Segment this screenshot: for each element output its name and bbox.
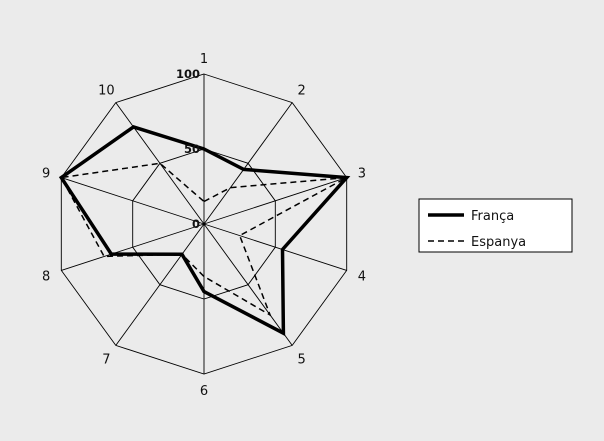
radial-tick-label-0: 0	[192, 217, 200, 231]
category-label-5: 5	[297, 352, 305, 367]
grid-spoke-7	[115, 223, 205, 346]
legend: França Espanya	[418, 198, 573, 253]
category-label-2: 2	[297, 84, 305, 99]
radial-tick-label-100: 100	[176, 67, 200, 81]
grid-spoke-4	[203, 223, 347, 271]
grid-spoke-9	[61, 177, 205, 225]
radial-tick-label-50: 50	[184, 142, 200, 156]
category-label-4: 4	[358, 269, 366, 284]
legend-box	[418, 198, 573, 253]
category-label-10: 10	[98, 84, 115, 99]
grid-spoke-8	[61, 223, 205, 271]
series-line-francia	[58, 124, 351, 337]
legend-label-espanya: Espanya	[471, 235, 526, 250]
grid-spoke-3	[203, 177, 347, 225]
legend-label-francia: França	[471, 209, 514, 224]
grid-spoke-5	[203, 223, 293, 346]
category-label-7: 7	[102, 352, 110, 367]
grid-spoke-10	[115, 102, 205, 225]
category-label-9: 9	[42, 167, 50, 182]
category-label-3: 3	[358, 167, 366, 182]
category-label-6: 6	[200, 384, 208, 399]
grid-spoke-2	[203, 102, 293, 225]
grid-layer	[60, 73, 348, 375]
category-label-1: 1	[200, 52, 208, 67]
category-label-8: 8	[42, 269, 50, 284]
series-line-espanya	[60, 162, 348, 317]
series-layer	[58, 124, 351, 337]
